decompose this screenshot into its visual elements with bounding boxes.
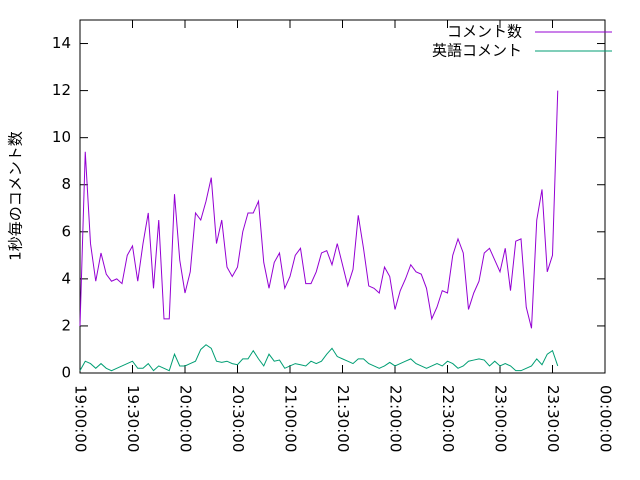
legend-label: コメント数	[447, 23, 522, 41]
x-tick-label: 23:30:00	[544, 385, 562, 452]
y-tick-label: 6	[61, 222, 71, 240]
x-tick-label: 20:00:00	[177, 385, 195, 452]
x-tick-label: 23:00:00	[492, 385, 510, 452]
y-axis-label: 1秒毎のコメント数	[7, 131, 25, 261]
y-tick-label: 14	[52, 34, 71, 52]
line-series	[79, 344, 559, 372]
x-tick-label: 20:30:00	[229, 385, 247, 452]
x-tick-label: 21:00:00	[282, 385, 300, 452]
y-tick-label: 12	[52, 81, 71, 99]
legend-label: 英語コメント	[432, 42, 522, 60]
y-tick-label: 0	[61, 364, 71, 382]
x-tick-label: 22:30:00	[439, 385, 457, 452]
y-tick-label: 10	[52, 128, 71, 146]
x-tick-label: 21:30:00	[334, 385, 352, 452]
x-tick-label: 19:30:00	[124, 385, 142, 452]
y-tick-label: 4	[61, 269, 71, 287]
x-tick-label: 19:00:00	[72, 385, 90, 452]
y-tick-label: 8	[61, 175, 71, 193]
line-series	[79, 90, 559, 329]
x-tick-label: 00:00:00	[597, 385, 615, 452]
y-tick-label: 2	[61, 316, 71, 334]
plot-frame	[79, 19, 606, 374]
x-tick-label: 22:00:00	[387, 385, 405, 452]
